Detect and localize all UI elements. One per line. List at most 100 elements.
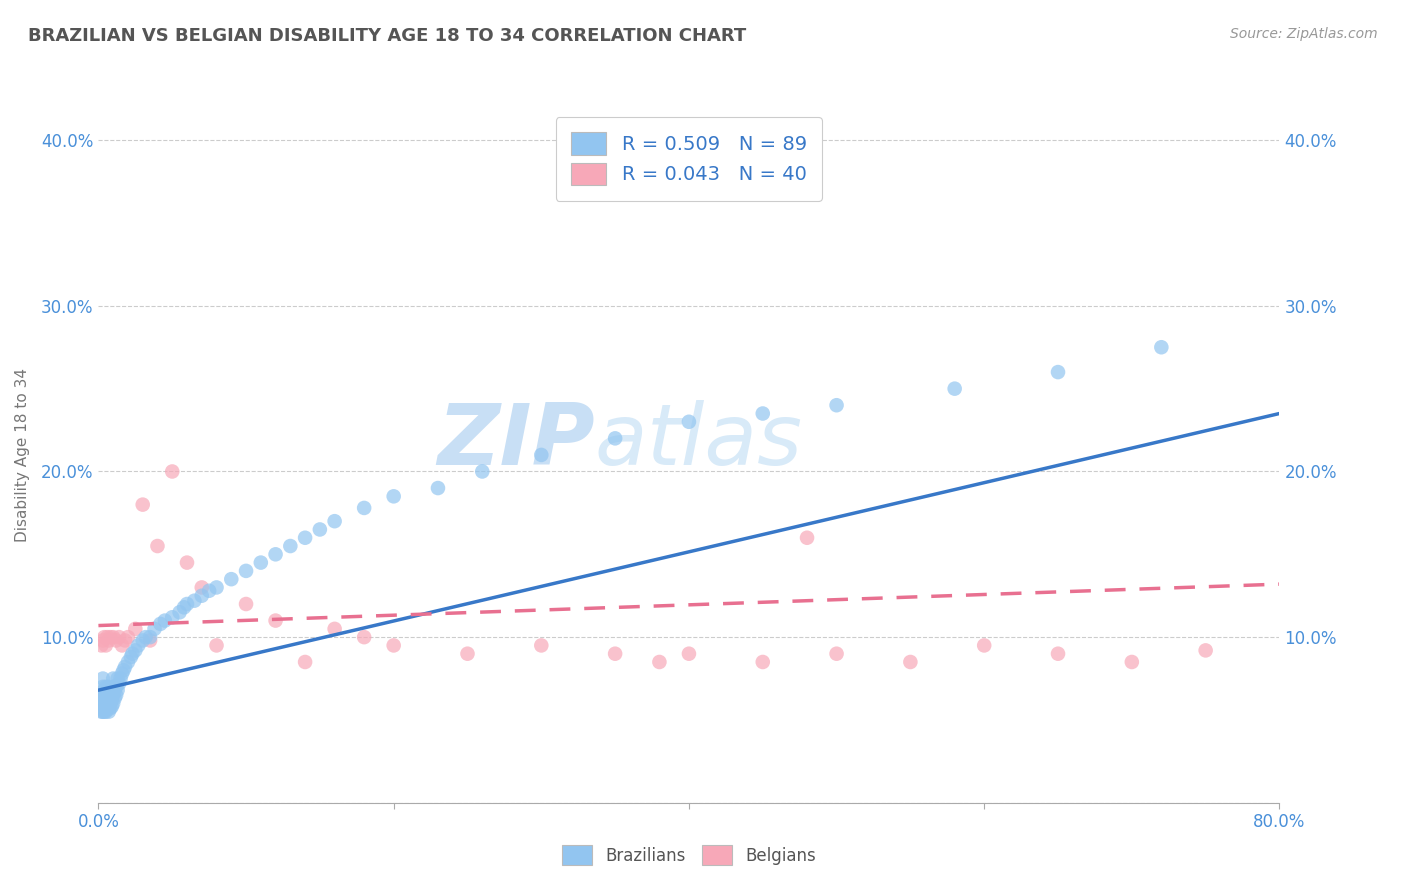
Point [471,465,494,479]
Point [530,448,553,462]
Point [103,688,125,702]
Point [105,688,128,702]
Point [139,633,162,648]
Point [173,600,195,615]
Point [132,498,155,512]
Text: Source: ZipAtlas.com: Source: ZipAtlas.com [1230,27,1378,41]
Point [120,650,142,665]
Point [149,616,172,631]
Point [143,622,166,636]
Point [943,382,966,396]
Point [104,683,127,698]
Point [124,622,146,636]
Point [135,630,157,644]
Point [825,647,848,661]
Point [103,672,125,686]
Point [278,539,302,553]
Point [93,697,115,711]
Point [183,593,205,607]
Point [427,481,450,495]
Text: atlas: atlas [595,400,803,483]
Point [751,655,773,669]
Point [98,683,121,698]
Point [94,691,117,706]
Point [1150,340,1173,354]
Point [91,633,114,648]
Point [94,680,117,694]
Point [1046,365,1069,379]
Point [105,680,128,694]
Point [124,643,146,657]
Point [1121,655,1143,669]
Text: ZIP: ZIP [437,400,595,483]
Point [309,523,332,537]
Point [117,630,139,644]
Point [648,655,671,669]
Point [103,630,125,644]
Point [169,605,191,619]
Point [191,589,214,603]
Point [264,614,287,628]
Point [96,697,118,711]
Point [382,489,405,503]
Point [105,633,128,648]
Point [294,531,316,545]
Point [198,583,221,598]
Legend: Brazilians, Belgians: Brazilians, Belgians [548,832,830,878]
Point [97,680,120,694]
Point [111,639,134,653]
Point [93,693,115,707]
Point [94,699,117,714]
Point [97,699,120,714]
Point [605,431,627,445]
Point [97,688,120,702]
Point [796,531,818,545]
Point [117,655,139,669]
Point [1046,647,1069,661]
Point [107,672,129,686]
Point [900,655,922,669]
Point [605,647,627,661]
Point [176,556,198,570]
Point [825,398,848,412]
Point [91,705,114,719]
Point [294,655,316,669]
Point [382,639,405,653]
Point [108,676,131,690]
Point [323,514,346,528]
Point [191,581,214,595]
Point [353,630,375,644]
Point [98,690,121,704]
Text: BRAZILIAN VS BELGIAN DISABILITY AGE 18 TO 34 CORRELATION CHART: BRAZILIAN VS BELGIAN DISABILITY AGE 18 T… [28,27,747,45]
Point [97,633,120,648]
Point [121,647,143,661]
Point [93,705,115,719]
Point [114,633,136,648]
Point [100,693,122,707]
Point [264,547,287,561]
Point [111,666,134,681]
Point [235,597,257,611]
Point [96,701,118,715]
Point [90,705,112,719]
Point [103,680,125,694]
Point [112,663,135,677]
Point [353,500,375,515]
Point [98,701,121,715]
Point [205,581,228,595]
Point [176,597,198,611]
Point [91,680,114,694]
Point [100,685,122,699]
Point [205,639,228,653]
Point [162,610,183,624]
Point [162,465,183,479]
Point [94,697,117,711]
Point [96,685,118,699]
Point [530,639,553,653]
Point [235,564,257,578]
Point [139,630,162,644]
Point [97,693,120,707]
Point [219,572,242,586]
Point [94,705,117,719]
Point [94,686,117,700]
